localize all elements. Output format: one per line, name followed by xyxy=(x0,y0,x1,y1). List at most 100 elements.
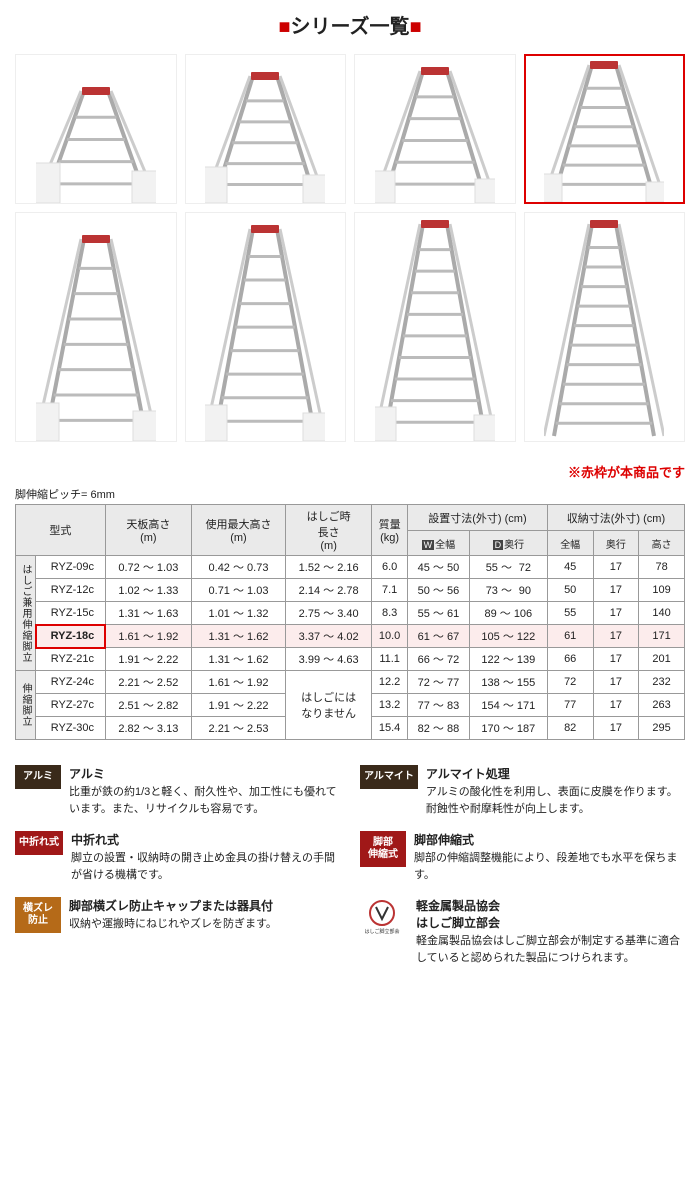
feature: はしご脚立部会軽金属製品協会 はしご脚立部会軽金属製品協会はしご脚立部会が制定す… xyxy=(360,897,685,966)
cell-model: RYZ-21c xyxy=(36,648,106,671)
feature-title: 脚部伸縮式 xyxy=(414,831,685,848)
feature-badge: 横ズレ 防止 xyxy=(15,897,61,933)
ladder-cell[interactable] xyxy=(524,212,686,442)
cell-sth: 232 xyxy=(639,671,685,694)
feature-desc: 収納や運搬時にねじれやズレを防ぎます。 xyxy=(69,916,340,933)
cell-stw: 82 xyxy=(547,717,593,740)
cell-std: 17 xyxy=(593,579,639,602)
ladder-grid xyxy=(15,54,685,442)
ladder-cell[interactable] xyxy=(354,212,516,442)
feature-desc: 脚部の伸縮調整機能により、段差地でも水平を保ちます。 xyxy=(414,850,685,883)
feature-badge: アルミ xyxy=(15,765,61,789)
cell-sw: 72 ～ 77 xyxy=(408,671,470,694)
cell-ll: 2.75 ～ 3.40 xyxy=(286,602,372,625)
feature-title: 中折れ式 xyxy=(71,831,340,848)
cell-sth: 295 xyxy=(639,717,685,740)
title-square-right: ■ xyxy=(410,16,422,38)
cell-std: 17 xyxy=(593,648,639,671)
ladder-cell[interactable] xyxy=(15,212,177,442)
hdr-setup-d: D奥行 xyxy=(469,531,547,556)
title-text: シリーズ一覧 xyxy=(291,16,410,38)
cell-sw: 45 ～ 50 xyxy=(408,556,470,579)
ladder-cell[interactable] xyxy=(185,54,347,204)
table-row: 伸縮脚立RYZ-24c2.21 ～ 2.521.61 ～ 1.92はしごには な… xyxy=(16,671,685,694)
cell-stw: 50 xyxy=(547,579,593,602)
cell-th: 2.82 ～ 3.13 xyxy=(105,717,191,740)
spec-table: 型式 天板高さ (m) 使用最大高さ (m) はしご時 長さ (m) 質量 (k… xyxy=(15,504,685,740)
group-label: 伸縮脚立 xyxy=(16,671,36,740)
cell-model: RYZ-12c xyxy=(36,579,106,602)
hdr-model: 型式 xyxy=(16,505,106,556)
cell-sd: 154 ～ 171 xyxy=(469,694,547,717)
feature-desc: アルミの酸化性を利用し、表面に皮膜を作ります。耐蝕性や耐摩耗性が向上します。 xyxy=(426,784,685,817)
cell-th: 2.21 ～ 2.52 xyxy=(105,671,191,694)
cell-sw: 55 ～ 61 xyxy=(408,602,470,625)
cell-model: RYZ-18c xyxy=(36,625,106,648)
cell-w: 8.3 xyxy=(372,602,408,625)
cell-model: RYZ-15c xyxy=(36,602,106,625)
cell-th: 1.61 ～ 1.92 xyxy=(105,625,191,648)
cell-ll: 3.37 ～ 4.02 xyxy=(286,625,372,648)
cell-w: 13.2 xyxy=(372,694,408,717)
cell-stw: 72 xyxy=(547,671,593,694)
feature: 中折れ式中折れ式脚立の設置・収納時の開き止め金具の掛け替えの手間が省ける機構です… xyxy=(15,831,340,883)
hdr-storage-d: 奥行 xyxy=(593,531,639,556)
cell-sw: 82 ～ 88 xyxy=(408,717,470,740)
table-row: はしご兼用伸縮脚立RYZ-09c0.72 ～ 1.030.42 ～ 0.731.… xyxy=(16,556,685,579)
cell-model: RYZ-27c xyxy=(36,694,106,717)
cell-mh: 1.61 ～ 1.92 xyxy=(191,671,285,694)
feature-title: アルマイト処理 xyxy=(426,765,685,782)
hdr-storage-h: 高さ xyxy=(639,531,685,556)
feature-title: アルミ xyxy=(69,765,340,782)
feature: アルミアルミ比重が鉄の約1/3と軽く、耐久性や、加工性にも優れています。また、リ… xyxy=(15,765,340,817)
cell-sd: 105 ～ 122 xyxy=(469,625,547,648)
ladder-cell[interactable] xyxy=(185,212,347,442)
feature-badge: 脚部 伸縮式 xyxy=(360,831,406,867)
assoc-logo-icon: はしご脚立部会 xyxy=(360,897,404,940)
group-label: はしご兼用伸縮脚立 xyxy=(16,556,36,671)
ladder-cell[interactable] xyxy=(524,54,686,204)
cell-w: 15.4 xyxy=(372,717,408,740)
cell-th: 0.72 ～ 1.03 xyxy=(105,556,191,579)
cell-w: 11.1 xyxy=(372,648,408,671)
cell-w: 7.1 xyxy=(372,579,408,602)
cell-th: 1.02 ～ 1.33 xyxy=(105,579,191,602)
hdr-max-height: 使用最大高さ (m) xyxy=(191,505,285,556)
cell-stw: 61 xyxy=(547,625,593,648)
hdr-storage: 収納寸法(外寸) (cm) xyxy=(547,505,684,531)
cell-stw: 45 xyxy=(547,556,593,579)
series-title: ■シリーズ一覧■ xyxy=(15,10,685,39)
hdr-top-height: 天板高さ (m) xyxy=(105,505,191,556)
cell-sw: 66 ～ 72 xyxy=(408,648,470,671)
cell-std: 17 xyxy=(593,694,639,717)
cell-mh: 0.71 ～ 1.03 xyxy=(191,579,285,602)
cell-mh: 2.21 ～ 2.53 xyxy=(191,717,285,740)
cell-std: 17 xyxy=(593,625,639,648)
cell-stw: 77 xyxy=(547,694,593,717)
table-row: RYZ-12c1.02 ～ 1.330.71 ～ 1.032.14 ～ 2.78… xyxy=(16,579,685,602)
cell-sw: 61 ～ 67 xyxy=(408,625,470,648)
cell-sth: 140 xyxy=(639,602,685,625)
cell-model: RYZ-24c xyxy=(36,671,106,694)
cell-sth: 171 xyxy=(639,625,685,648)
feature-badge: 中折れ式 xyxy=(15,831,63,855)
hdr-setup-w: W全幅 xyxy=(408,531,470,556)
ladder-cell[interactable] xyxy=(354,54,516,204)
ladder-cell[interactable] xyxy=(15,54,177,204)
cell-th: 1.91 ～ 2.22 xyxy=(105,648,191,671)
pitch-note: 脚伸縮ピッチ= 6mm xyxy=(15,486,685,502)
cell-std: 17 xyxy=(593,602,639,625)
cell-sd: 73 ～ 90 xyxy=(469,579,547,602)
svg-text:はしご脚立部会: はしご脚立部会 xyxy=(364,928,399,935)
cell-sth: 78 xyxy=(639,556,685,579)
features: アルミアルミ比重が鉄の約1/3と軽く、耐久性や、加工性にも優れています。また、リ… xyxy=(15,765,685,966)
cell-sth: 109 xyxy=(639,579,685,602)
cell-ll: 3.99 ～ 4.63 xyxy=(286,648,372,671)
cell-mh: 1.91 ～ 2.22 xyxy=(191,694,285,717)
cell-stw: 55 xyxy=(547,602,593,625)
table-row: RYZ-18c1.61 ～ 1.921.31 ～ 1.623.37 ～ 4.02… xyxy=(16,625,685,648)
table-row: RYZ-21c1.91 ～ 2.221.31 ～ 1.623.99 ～ 4.63… xyxy=(16,648,685,671)
hdr-storage-w: 全幅 xyxy=(547,531,593,556)
cell-sw: 50 ～ 56 xyxy=(408,579,470,602)
title-square-left: ■ xyxy=(278,16,290,38)
